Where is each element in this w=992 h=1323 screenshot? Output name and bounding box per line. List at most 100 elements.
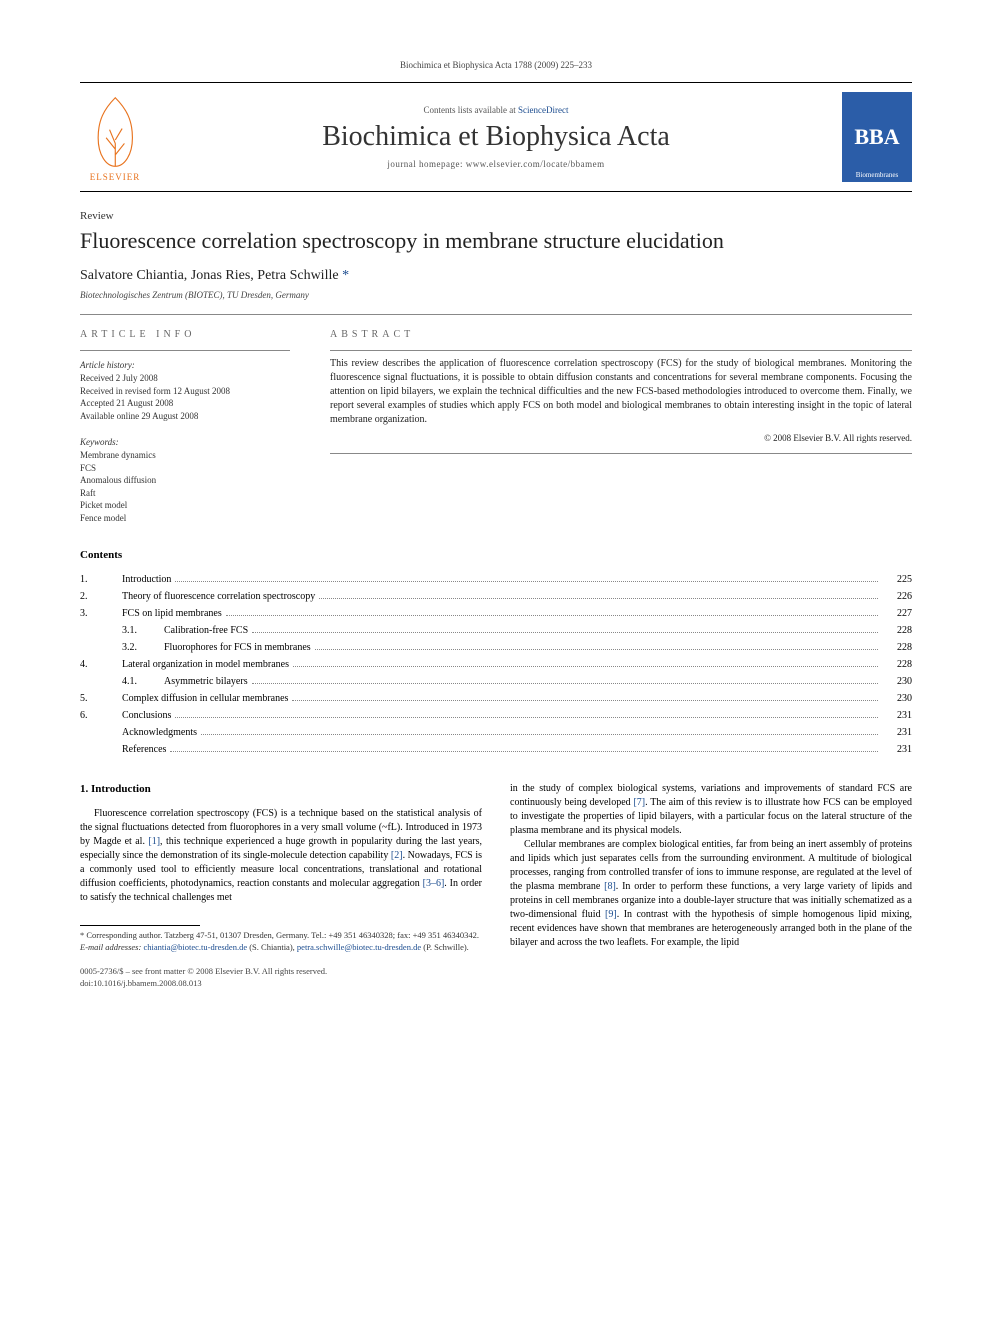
front-matter-line: 0005-2736/$ – see front matter © 2008 El…: [80, 966, 482, 990]
elsevier-logo: ELSEVIER: [80, 92, 150, 182]
toc-number: 4.1.: [122, 673, 164, 690]
toc-leader-dots: [175, 581, 878, 582]
toc-leader-dots: [293, 666, 878, 667]
toc-page: 225: [882, 571, 912, 588]
toc-label: Acknowledgments: [122, 724, 197, 741]
divider: [80, 314, 912, 315]
toc-number: 3.: [80, 605, 122, 622]
keyword: Membrane dynamics: [80, 449, 290, 462]
masthead-center: Contents lists available at ScienceDirec…: [150, 105, 842, 169]
section-heading: 1. Introduction: [80, 782, 482, 797]
article-title: Fluorescence correlation spectroscopy in…: [80, 228, 912, 254]
toc-page: 231: [882, 741, 912, 758]
contents-prefix: Contents lists available at: [424, 105, 518, 115]
toc-page: 228: [882, 639, 912, 656]
masthead: ELSEVIER Contents lists available at Sci…: [80, 82, 912, 192]
toc-label: Calibration-free FCS: [164, 622, 248, 639]
toc-leader-dots: [252, 683, 878, 684]
keyword: Anomalous diffusion: [80, 474, 290, 487]
history-heading: Article history:: [80, 359, 290, 372]
citation-link[interactable]: [7]: [633, 797, 645, 808]
keyword: Picket model: [80, 499, 290, 512]
body-column-left: 1. Introduction Fluorescence correlation…: [80, 782, 482, 990]
toc-page: 228: [882, 656, 912, 673]
article-info-heading: ARTICLE INFO: [80, 329, 290, 340]
sciencedirect-link[interactable]: ScienceDirect: [518, 105, 568, 115]
citation-link[interactable]: [1]: [148, 836, 160, 847]
abstract-column: ABSTRACT This review describes the appli…: [330, 329, 912, 524]
affiliation: Biotechnologisches Zentrum (BIOTEC), TU …: [80, 290, 912, 300]
bba-label: BBA: [854, 124, 899, 150]
toc-row[interactable]: 3.2.Fluorophores for FCS in membranes 228: [80, 639, 912, 656]
journal-title: Biochimica et Biophysica Acta: [150, 121, 842, 153]
email-link[interactable]: chiantia@biotec.tu-dresden.de: [143, 942, 247, 952]
history-line: Available online 29 August 2008: [80, 410, 290, 423]
citation-link[interactable]: [3–6]: [423, 878, 445, 889]
contents-heading: Contents: [80, 549, 912, 561]
abstract-heading: ABSTRACT: [330, 329, 912, 340]
toc-row[interactable]: 3.FCS on lipid membranes227: [80, 605, 912, 622]
citation-link[interactable]: [9]: [605, 909, 617, 920]
tree-icon: [81, 92, 150, 172]
keywords-heading: Keywords:: [80, 436, 290, 449]
body-column-right: in the study of complex biological syste…: [510, 782, 912, 990]
toc-row[interactable]: 1.Introduction 225: [80, 571, 912, 588]
toc-leader-dots: [201, 734, 878, 735]
toc-leader-dots: [292, 700, 878, 701]
toc-page: 228: [882, 622, 912, 639]
toc-page: 226: [882, 588, 912, 605]
keyword: Raft: [80, 487, 290, 500]
body-paragraph: Fluorescence correlation spectroscopy (F…: [80, 807, 482, 905]
toc-label: FCS on lipid membranes: [122, 605, 222, 622]
elsevier-label: ELSEVIER: [90, 172, 141, 182]
footnote-rule: [80, 925, 200, 926]
table-of-contents: 1.Introduction 2252.Theory of fluorescenc…: [80, 571, 912, 758]
abstract-text: This review describes the application of…: [330, 357, 912, 427]
toc-number: 5.: [80, 690, 122, 707]
toc-row[interactable]: References 231: [80, 741, 912, 758]
toc-leader-dots: [252, 632, 878, 633]
toc-number: 1.: [80, 571, 122, 588]
contents-available-line: Contents lists available at ScienceDirec…: [150, 105, 842, 115]
journal-homepage-line: journal homepage: www.elsevier.com/locat…: [150, 159, 842, 169]
toc-leader-dots: [226, 615, 878, 616]
toc-row[interactable]: 5.Complex diffusion in cellular membrane…: [80, 690, 912, 707]
toc-page: 231: [882, 724, 912, 741]
citation-link[interactable]: [2]: [391, 850, 403, 861]
info-abstract-row: ARTICLE INFO Article history: Received 2…: [80, 329, 912, 524]
email-link[interactable]: petra.schwille@biotec.tu-dresden.de: [297, 942, 421, 952]
article-type: Review: [80, 210, 912, 222]
toc-number: 4.: [80, 656, 122, 673]
toc-row[interactable]: 6.Conclusions231: [80, 707, 912, 724]
toc-label: Complex diffusion in cellular membranes: [122, 690, 288, 707]
toc-row[interactable]: 4.Lateral organization in model membrane…: [80, 656, 912, 673]
toc-label: References: [122, 741, 166, 758]
toc-leader-dots: [315, 649, 878, 650]
toc-row[interactable]: 2.Theory of fluorescence correlation spe…: [80, 588, 912, 605]
history-line: Received 2 July 2008: [80, 372, 290, 385]
citation-link[interactable]: [8]: [604, 881, 616, 892]
running-head: Biochimica et Biophysica Acta 1788 (2009…: [80, 60, 912, 70]
bba-sublabel: Biomembranes: [856, 171, 898, 179]
corresponding-author-note: * Corresponding author. Tatzberg 47-51, …: [80, 930, 482, 942]
divider: [330, 453, 912, 454]
toc-leader-dots: [175, 717, 878, 718]
page-container: Biochimica et Biophysica Acta 1788 (2009…: [0, 0, 992, 1029]
toc-label: Introduction: [122, 571, 171, 588]
body-columns: 1. Introduction Fluorescence correlation…: [80, 782, 912, 990]
toc-number: 3.1.: [122, 622, 164, 639]
toc-label: Lateral organization in model membranes: [122, 656, 289, 673]
toc-label: Fluorophores for FCS in membranes: [164, 639, 311, 656]
corresponding-mark[interactable]: *: [342, 268, 349, 283]
toc-row[interactable]: Acknowledgments 231: [80, 724, 912, 741]
body-paragraph: in the study of complex biological syste…: [510, 782, 912, 838]
homepage-url: www.elsevier.com/locate/bbamem: [466, 159, 605, 169]
toc-label: Theory of fluorescence correlation spect…: [122, 588, 315, 605]
divider: [330, 350, 912, 351]
toc-row[interactable]: 3.1.Calibration-free FCS 228: [80, 622, 912, 639]
divider: [80, 350, 290, 351]
toc-row[interactable]: 4.1.Asymmetric bilayers230: [80, 673, 912, 690]
toc-page: 230: [882, 673, 912, 690]
toc-number: 3.2.: [122, 639, 164, 656]
keyword: Fence model: [80, 512, 290, 525]
